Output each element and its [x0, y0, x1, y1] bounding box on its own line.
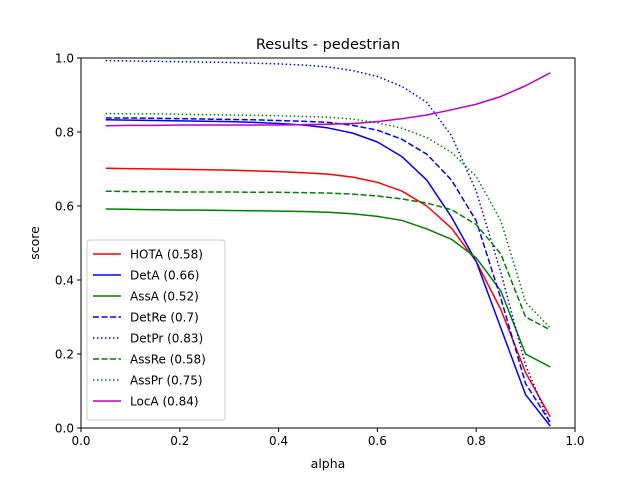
legend-box: [86, 239, 226, 421]
x-tick-label: 0.2: [170, 434, 189, 448]
y-tick-label: 0.2: [55, 348, 74, 362]
plot-frame: [80, 57, 576, 429]
y-tick-label: 1.0: [55, 52, 74, 66]
y-axis: 0.0 0.2 0.4 0.6 0.8 1.0: [55, 52, 81, 436]
legend: HOTA (0.58) DetA (0.66) AssA (0.52) DetRe (…: [86, 239, 226, 421]
x-axis-label: alpha: [311, 456, 346, 471]
legend-label: AssA (0.52): [130, 290, 199, 304]
legend-label: LocA (0.84): [130, 395, 199, 409]
series-line-2: [105, 208, 551, 368]
series-line-7: [105, 72, 551, 127]
y-tick-label: 0.8: [55, 126, 74, 140]
legend-label: AssRe (0.58): [130, 353, 206, 367]
y-tick-label: 0.4: [55, 274, 74, 288]
x-tick-label: 0.6: [368, 434, 387, 448]
x-tick-label: 0.0: [71, 434, 90, 448]
series-line-1: [105, 119, 551, 427]
x-axis: 0.0 0.2 0.4 0.6 0.8 1.0: [71, 428, 585, 448]
legend-label: AssPr (0.75): [130, 374, 203, 388]
plot-area: [105, 59, 551, 427]
x-tick-label: 1.0: [565, 434, 584, 448]
y-tick-label: 0.0: [55, 422, 74, 436]
legend-label: DetPr (0.83): [130, 332, 203, 346]
legend-label: DetRe (0.7): [130, 311, 199, 325]
x-tick-label: 0.8: [467, 434, 486, 448]
y-axis-label: score: [27, 226, 42, 260]
legend-label: HOTA (0.58): [130, 248, 203, 262]
x-tick-label: 0.4: [269, 434, 288, 448]
series-line-3: [105, 117, 551, 423]
y-tick-label: 0.6: [55, 200, 74, 214]
chart-title: Results - pedestrian: [256, 37, 400, 53]
legend-label: DetA (0.66): [130, 269, 199, 283]
series-line-5: [105, 190, 551, 331]
